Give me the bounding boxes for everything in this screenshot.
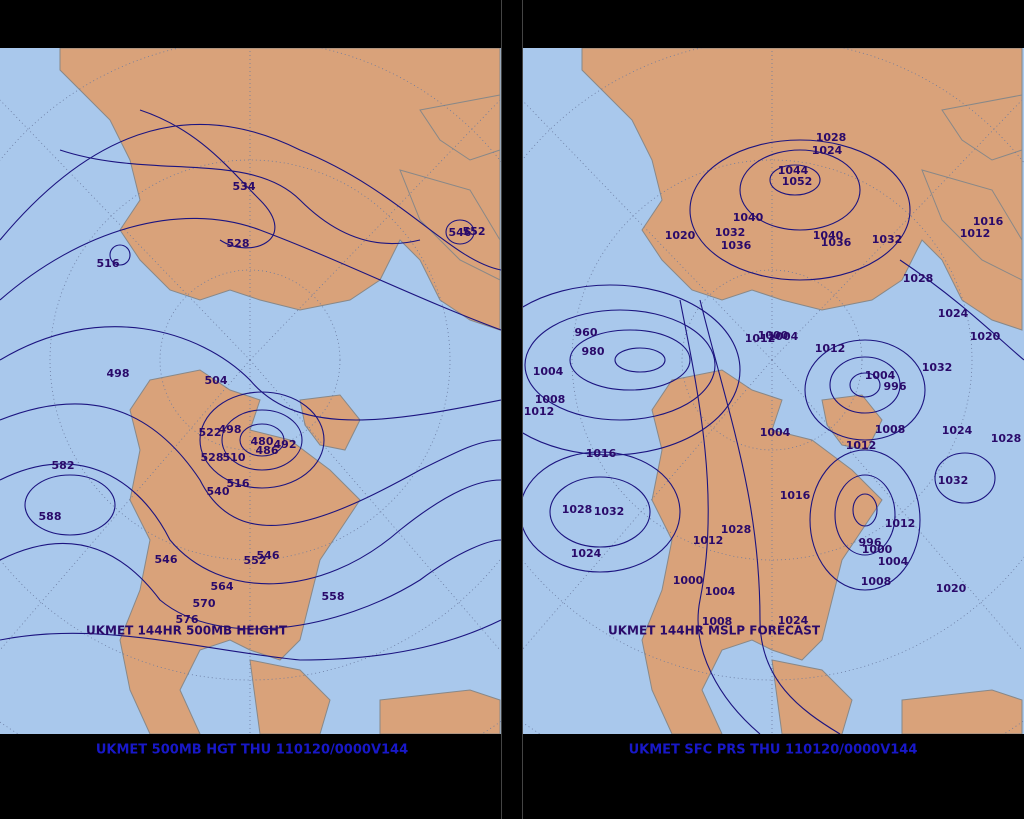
contour-label: 516	[97, 257, 120, 270]
contour-label: 980	[582, 345, 605, 358]
contour-label: 492	[274, 438, 297, 451]
contour-label: 582	[52, 459, 75, 472]
contour-label: 498	[107, 367, 130, 380]
contour-label: 1040	[813, 229, 844, 242]
contour-label: 498	[219, 423, 242, 436]
contour-label: 1032	[594, 505, 625, 518]
contour-label: 534	[233, 180, 256, 193]
contour-label: 540	[207, 485, 230, 498]
contour-label: 1028	[721, 523, 752, 536]
contour-label: 1024	[778, 614, 809, 627]
caption: UKMET SFC PRS THU 110120/0000V144	[629, 743, 918, 758]
contour-label: 1020	[936, 582, 967, 595]
contour-label: 546	[449, 226, 472, 239]
contour-label: 1032	[938, 474, 969, 487]
map-title: UKMET 144HR 500MB HEIGHT	[86, 624, 288, 638]
contour-label: 1012	[745, 332, 776, 345]
contour-label: 516	[227, 477, 250, 490]
contour-label: 1020	[970, 330, 1001, 343]
contour-label: 1024	[571, 547, 602, 560]
contour-label: 1008	[702, 615, 733, 628]
contour-label: 528	[201, 451, 224, 464]
contour-label: 1020	[665, 229, 696, 242]
contour-label: 1044	[778, 164, 809, 177]
contour-label: 552	[244, 554, 267, 567]
contour-label: 1012	[524, 405, 555, 418]
contour-label: 1004	[705, 585, 736, 598]
contour-label: 1004	[878, 555, 909, 568]
contour-label: 522	[199, 426, 222, 439]
contour-label: 1012	[693, 534, 724, 547]
contour-label: 1036	[721, 239, 752, 252]
contour-label: 1004	[768, 330, 799, 343]
contour-label: 1000	[862, 543, 893, 556]
contour-label: 504	[205, 374, 228, 387]
contour-label: 1008	[861, 575, 892, 588]
left-map	[0, 48, 501, 734]
contour-label: 528	[227, 237, 250, 250]
contour-label: 1032	[872, 233, 903, 246]
contour-label: 1032	[715, 226, 746, 239]
contour-label: 996	[884, 380, 907, 393]
contour-label: 570	[193, 597, 216, 610]
right-map	[522, 48, 1024, 734]
contour-label: 1000	[673, 574, 704, 587]
contour-label: 1016	[973, 215, 1004, 228]
contour-label: 564	[211, 580, 234, 593]
contour-label: 1012	[846, 439, 877, 452]
contour-label: 1000	[758, 329, 789, 342]
contour-label: 1028	[991, 432, 1022, 445]
contour-label: 960	[575, 326, 598, 339]
contour-label: 1052	[782, 175, 813, 188]
contour-label: 1004	[760, 426, 791, 439]
contour-label: 510	[223, 451, 246, 464]
contour-label: 1012	[960, 227, 991, 240]
contour-label: 1028	[562, 503, 593, 516]
contour-label: 1032	[922, 361, 953, 374]
contour-label: 1024	[942, 424, 973, 437]
contour-label: 1028	[816, 131, 847, 144]
contour-label: 546	[257, 549, 280, 562]
contour-label: 996	[859, 536, 882, 549]
contour-label: 1024	[938, 307, 969, 320]
contour-label: 486	[256, 444, 279, 457]
contour-label: 1004	[533, 365, 564, 378]
contour-label: 1008	[875, 423, 906, 436]
contour-label: 552	[463, 225, 486, 238]
contour-label: 1004	[865, 369, 896, 382]
caption: UKMET 500MB HGT THU 110120/0000V144	[96, 743, 408, 758]
contour-label: 480	[251, 435, 274, 448]
contour-label: 558	[322, 590, 345, 603]
contour-label: 1012	[885, 517, 916, 530]
contour-label: 1024	[812, 144, 843, 157]
contour-label: 546	[155, 553, 178, 566]
contour-label: 1028	[903, 272, 934, 285]
contour-label: 588	[39, 510, 62, 523]
contour-label: 1016	[586, 447, 617, 460]
map-title: UKMET 144HR MSLP FORECAST	[608, 624, 821, 638]
contour-label: 1016	[780, 489, 811, 502]
separator	[501, 0, 522, 819]
contour-label: 1036	[821, 236, 852, 249]
contour-label: 1012	[815, 342, 846, 355]
contour-label: 1040	[733, 211, 764, 224]
contour-label: 1008	[535, 393, 566, 406]
contour-label: 576	[176, 613, 199, 626]
